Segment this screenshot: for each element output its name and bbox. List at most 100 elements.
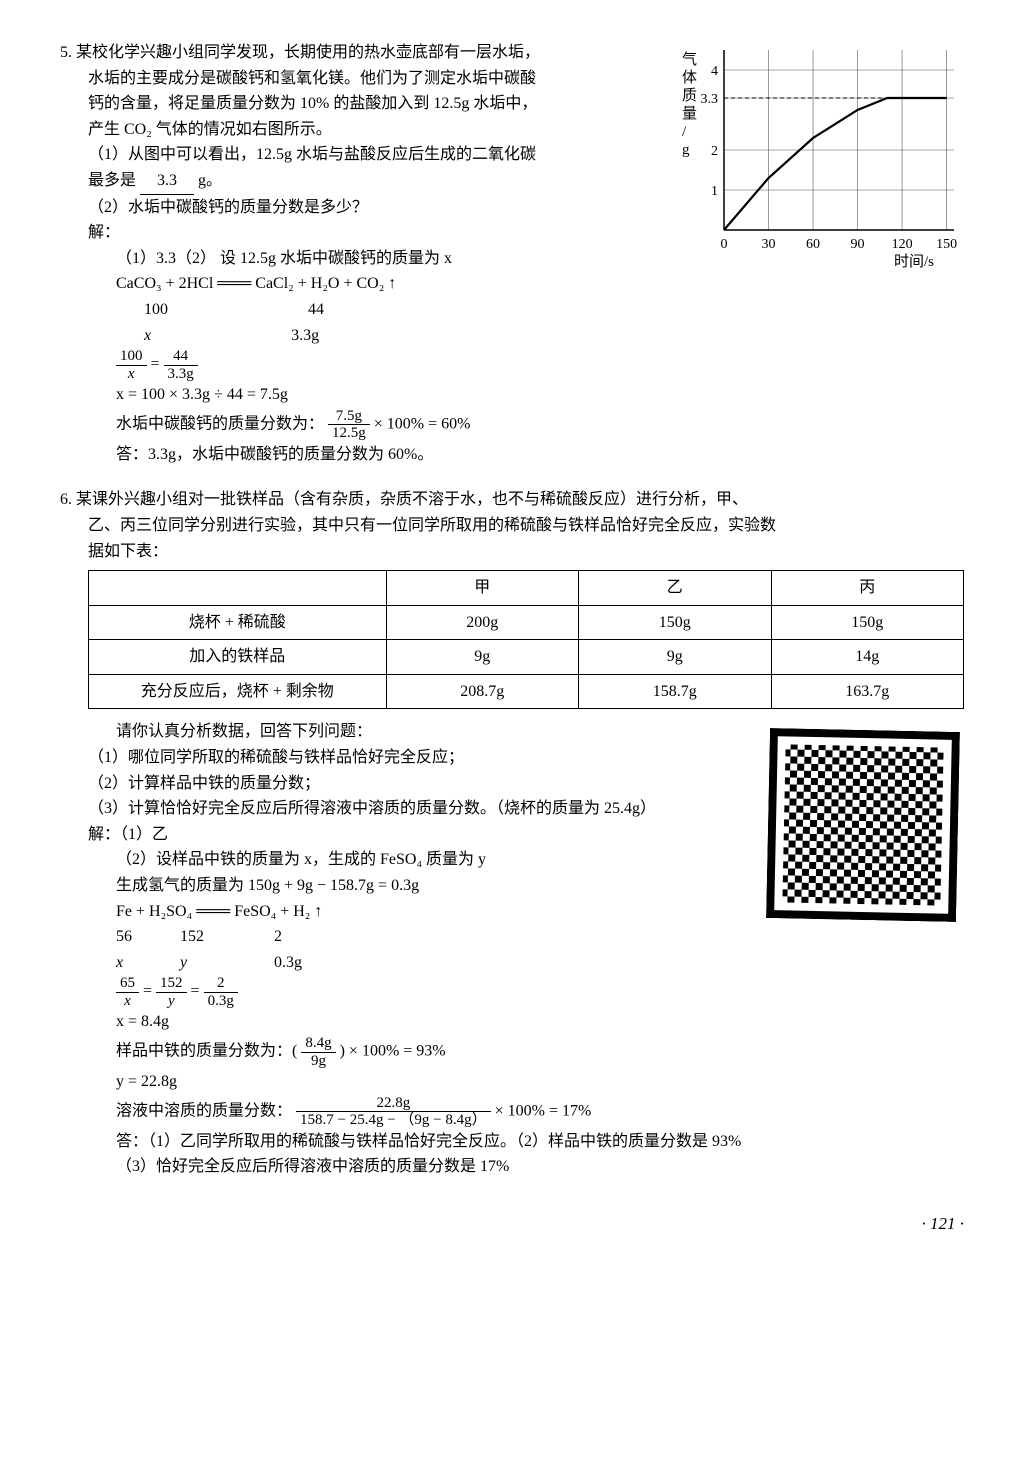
svg-text:1: 1: [711, 184, 718, 199]
table-cell: 158.7g: [579, 674, 772, 709]
svg-text:气: 气: [682, 51, 697, 68]
q5-fr2n: 44: [164, 348, 198, 366]
q5-m100: 100: [144, 297, 168, 323]
svg-text:时间/s: 时间/s: [894, 253, 934, 270]
q6-ans2: （3）恰好完全反应后所得溶液中溶质的质量分数是 17%: [116, 1154, 964, 1180]
q6-fr3d: 0.3g: [204, 993, 238, 1010]
table-row: 充分反应后，烧杯 + 剩余物208.7g158.7g163.7g: [89, 674, 964, 709]
q6-pctn: 8.4g: [301, 1035, 335, 1053]
table-cell: 烧杯 + 稀硫酸: [89, 605, 387, 640]
problem-6: 6. 某课外兴趣小组对一批铁样品（含有杂质，杂质不溶于水，也不与稀硫酸反应）进行…: [60, 487, 964, 1179]
q5-stoich-2: x 3.3g: [144, 323, 964, 349]
q6-r2c: 0.3g: [274, 954, 302, 971]
qr-code[interactable]: [760, 722, 966, 928]
q6-soln: 溶液中溶质的质量分数： 22.8g158.7 − 25.4g − （9g − 8…: [116, 1095, 964, 1129]
svg-text:3.3: 3.3: [701, 92, 719, 107]
q6-stem-line3: 据如下表：: [88, 539, 964, 565]
q5-stem-line1: 某校化学兴趣小组同学发现，长期使用的热水壶底部有一层水垢，: [76, 44, 540, 61]
q5-fr1d: x: [116, 366, 147, 383]
q6-fr2d: y: [156, 993, 187, 1010]
q5-stoich-1: 100 44: [144, 297, 964, 323]
q5-answer-blank[interactable]: 3.3: [140, 168, 194, 195]
table-cell: 200g: [386, 605, 579, 640]
q5-pct-tail: × 100% = 60%: [374, 415, 471, 432]
q5-percent: 水垢中碳酸钙的质量分数为： 7.5g12.5g × 100% = 60%: [116, 408, 964, 442]
q6-stoich1: 56 152 2: [116, 924, 964, 950]
q6-r2b: y: [180, 950, 270, 976]
table-cell: 加入的铁样品: [89, 640, 387, 675]
q6-r1a: 56: [116, 924, 176, 950]
svg-text:g: g: [682, 142, 690, 158]
table-cell: 14g: [771, 640, 964, 675]
q5-number: 5.: [60, 44, 72, 61]
page-number: · 121 ·: [60, 1210, 964, 1237]
svg-text:量: 量: [682, 106, 697, 122]
q6-r1b: 152: [180, 924, 270, 950]
svg-text:体: 体: [682, 69, 697, 86]
q6-data-table: 甲乙丙烧杯 + 稀硫酸200g150g150g加入的铁样品9g9g14g充分反应…: [88, 570, 964, 709]
table-cell: 163.7g: [771, 674, 964, 709]
q5-pctd: 12.5g: [328, 425, 370, 442]
svg-text:质: 质: [682, 87, 697, 104]
q5-x-calc: x = 100 × 3.3g ÷ 44 = 7.5g: [116, 382, 964, 408]
q5-pctn: 7.5g: [328, 408, 370, 426]
table-row: 烧杯 + 稀硫酸200g150g150g: [89, 605, 964, 640]
svg-text:120: 120: [892, 237, 913, 252]
table-cell: 150g: [579, 605, 772, 640]
q6-eq1: =: [143, 983, 156, 1000]
svg-text:150: 150: [936, 237, 957, 252]
table-cell: 充分反应后，烧杯 + 剩余物: [89, 674, 387, 709]
q6-ycalc: y = 22.8g: [116, 1069, 964, 1095]
q6-solnlbl: 溶液中溶质的质量分数：: [116, 1102, 292, 1119]
q6-eq2: =: [191, 983, 204, 1000]
q6-fr1d: x: [116, 993, 139, 1010]
q5-fr2d: 3.3g: [164, 366, 198, 383]
svg-text:30: 30: [762, 237, 776, 252]
q6-fr2n: 152: [156, 975, 187, 993]
co2-chart: 1 2 3.3 4 0 30 60 90 120 150 气体质量 / g 时间/s: [664, 40, 964, 279]
q6-solnn: 22.8g: [296, 1095, 491, 1113]
table-cell: 9g: [386, 640, 579, 675]
table-header: 丙: [771, 571, 964, 606]
q6-fr3n: 2: [204, 975, 238, 993]
svg-text:0: 0: [721, 237, 728, 252]
q6-number: 6.: [60, 491, 72, 508]
q6-stem-line1: 某课外兴趣小组对一批铁样品（含有杂质，杂质不溶于水，也不与稀硫酸反应）进行分析，…: [76, 491, 748, 508]
q6-pctlbl: 样品中铁的质量分数为：(: [116, 1043, 297, 1060]
q6-stoich2: x y 0.3g: [116, 950, 964, 976]
q5-eq: =: [151, 356, 164, 373]
q5-mx: x: [144, 323, 151, 349]
q5-p1b-pre: 最多是: [88, 172, 136, 189]
table-header: 甲: [386, 571, 579, 606]
q6-pctd: 9g: [301, 1053, 335, 1070]
q6-fr1n: 65: [116, 975, 139, 993]
svg-text:/: /: [682, 124, 687, 140]
q6-proportion: 65x = 152y = 20.3g: [116, 975, 964, 1009]
table-cell: 9g: [579, 640, 772, 675]
q6-xcalc: x = 8.4g: [116, 1009, 964, 1035]
q6-stem-line2: 乙、丙三位同学分别进行实验，其中只有一位同学所取用的稀硫酸与铁样品恰好完全反应，…: [88, 513, 964, 539]
q6-r1c: 2: [274, 928, 282, 945]
chart-svg: 1 2 3.3 4 0 30 60 90 120 150 气体质量 / g 时间/s: [664, 40, 964, 270]
q6-solnd: 158.7 − 25.4g − （9g − 8.4g）: [296, 1112, 491, 1129]
table-cell: 150g: [771, 605, 964, 640]
table-header: 乙: [579, 571, 772, 606]
q6-pct: 样品中铁的质量分数为：( 8.4g9g ) × 100% = 93%: [116, 1035, 964, 1069]
table-row: 加入的铁样品9g9g14g: [89, 640, 964, 675]
problem-5: 1 2 3.3 4 0 30 60 90 120 150 气体质量 / g 时间/s 5. 某校化学兴趣小…: [60, 40, 964, 467]
q6-ans1: 答：（1）乙同学所取用的稀硫酸与铁样品恰好完全反应。（2）样品中铁的质量分数是 …: [116, 1129, 964, 1155]
q6-r2a: x: [116, 950, 176, 976]
table-cell: 208.7g: [386, 674, 579, 709]
svg-text:90: 90: [851, 237, 865, 252]
svg-text:2: 2: [711, 144, 718, 159]
svg-text:60: 60: [806, 237, 820, 252]
q6-pcttl: ) × 100% = 93%: [340, 1043, 446, 1060]
table-header: [89, 571, 387, 606]
q5-m33g: 3.3g: [291, 323, 319, 349]
q5-m44: 44: [308, 297, 324, 323]
q5-p1b-post: g。: [198, 172, 222, 189]
q5-proportion: 100x = 443.3g: [116, 348, 964, 382]
q5-pct-label: 水垢中碳酸钙的质量分数为：: [116, 415, 324, 432]
svg-text:4: 4: [711, 64, 718, 79]
q6-solntl: × 100% = 17%: [495, 1102, 592, 1119]
